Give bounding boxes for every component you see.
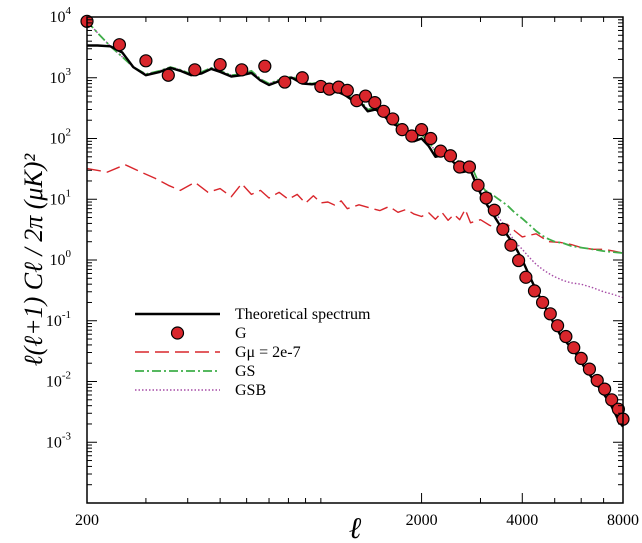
x-tick-label: 4000 [506,512,538,529]
data-point-g [139,54,153,68]
data-point-g [479,191,493,205]
data-point-g [112,38,127,52]
series-line-gs [86,20,624,254]
data-point-g [424,131,438,146]
y-tick-label: 101 [50,187,72,208]
series-line-gsb [86,20,624,299]
data-point-g [358,89,373,103]
marker-layer [80,14,630,426]
data-point-g [188,63,202,77]
series-layer [86,20,625,428]
y-tick-label: 103 [50,66,72,87]
data-point-g [368,95,382,110]
y-tick-label: 10-1 [46,309,71,330]
data-point-g [340,83,354,97]
data-point-g [386,112,400,126]
data-point-g [213,57,227,72]
data-point-g [582,362,597,376]
legend-label: G [235,325,247,342]
data-point-g [519,270,533,284]
legend-marker [170,326,185,340]
x-axis-title: ℓ [349,512,362,543]
data-point-g [295,71,309,85]
legend-label: GSB [235,382,266,399]
data-point-g [443,149,458,163]
data-point-g [487,203,501,217]
y-tick-label: 10-3 [46,430,72,451]
data-point-g [278,75,292,89]
legend-label: GS [235,363,255,380]
data-point-g [527,284,542,298]
data-point-g [543,307,557,321]
data-point-g [395,123,409,137]
x-tick-label: 8000 [607,512,639,529]
data-point-g [414,123,429,137]
data-point-g [376,104,391,118]
data-point-g [471,178,485,192]
data-point-g [504,238,518,252]
tick-label-layer: 200 2000 4000 8000 104 103 102 101 100 10-1 10-2 10… [46,5,639,529]
y-tick-label: 100 [50,248,72,269]
data-point-g [598,382,612,396]
data-point-g [574,351,588,366]
x-tick-label: 2000 [406,512,438,529]
data-point-g [462,160,477,174]
data-point-g [405,129,419,143]
data-point-g [535,295,550,310]
y-tick-label: 102 [50,127,72,148]
y-tick-label: 104 [50,5,72,26]
data-point-g [161,68,175,82]
legend: Theoretical spectrum G Gμ = 2e-7 GS GSB [135,306,371,399]
plot-frame [86,16,624,504]
data-point-g [512,253,526,268]
series-line-g-2e-7 [86,163,624,254]
data-point-g [590,373,604,388]
data-point-g [235,63,249,77]
data-point-g [496,222,510,236]
legend-label: Gμ = 2e-7 [235,344,301,361]
data-point-g [559,329,573,344]
legend-label: Theoretical spectrum [235,306,371,323]
y-axis-title: ℓ(ℓ+1) Cℓ / 2π (μK)² [19,153,48,367]
x-tick-label: 200 [75,512,99,529]
y-tick-label: 10-2 [46,370,71,391]
tick-layer [86,16,624,504]
data-point-g [550,319,565,333]
data-point-g [258,59,272,73]
data-point-g [567,341,581,355]
data-point-g [605,393,619,407]
